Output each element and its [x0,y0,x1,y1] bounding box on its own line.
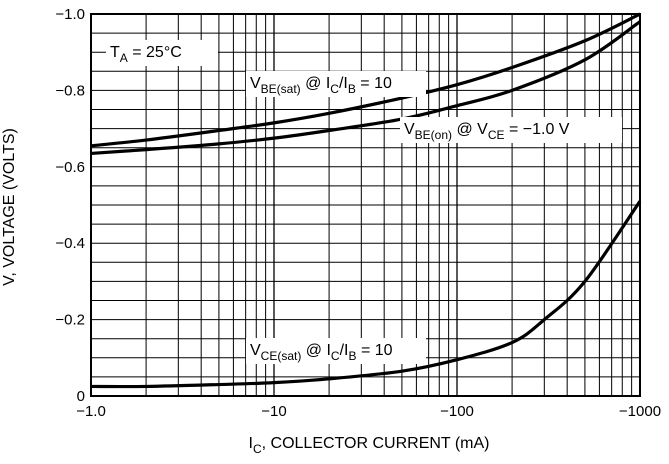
y-tick-label: −0.4 [55,235,85,252]
x-tick-label: −1.0 [76,403,106,420]
annotation-part: V [250,75,261,92]
annotation-bg [106,40,218,66]
annotation-text: TA = 25°C [110,44,182,65]
annotation-part: T [110,44,120,61]
annotation-part: /I [339,75,348,92]
y-axis-label: V, VOLTAGE (VOLTS) [1,128,18,286]
annotation-text: VBE(sat) @ IC/IB = 10 [250,75,392,96]
annotation-part: CE(sat) [261,349,302,363]
annotation-bg [400,117,622,143]
x-tick-label: −1000 [619,403,661,420]
annotation-part: BE(sat) [261,82,301,96]
annotation-part: B [348,82,356,96]
curve-vbe_sat [90,12,641,148]
curve-vce_sat [90,200,642,389]
annotation-part: V [250,342,261,359]
y-tick-label: −0.2 [55,312,85,329]
x-axis-label: IC, COLLECTOR CURRENT (mA) [249,435,490,456]
x-axis-label-rest: , COLLECTOR CURRENT (mA) [262,435,490,452]
annotation-vbe_sat: VBE(sat) @ IC/IB = 10 [246,71,426,97]
annotation-bg [246,71,426,97]
x-axis-label-main: I [249,435,253,452]
curves [90,12,642,389]
y-tick-label: −0.8 [55,82,85,99]
annotation-part: = 10 [357,342,393,359]
annotation-part: C [331,349,340,363]
annotation-part: /I [340,342,349,359]
annotation-part: = 25°C [128,44,182,61]
curve-vbe_on [90,20,641,156]
y-tick-label: −0.6 [55,159,85,176]
annotation-part: V [404,121,415,138]
annotation-part: A [120,51,128,65]
annotation-text: VBE(on) @ VCE = −1.0 V [404,121,570,142]
annotation-text: VCE(sat) @ IC/IB = 10 [250,342,393,363]
x-tick-labels: −1.0 −10 −100 −1000 [76,403,661,420]
annotation-part: @ V [452,121,488,138]
y-tick-label: 0 [77,388,85,405]
annotation-part: = 10 [356,75,392,92]
annotation-part: @ I [301,75,331,92]
annotation-ta: TA = 25°C [106,40,218,66]
annotation-part: = −1.0 V [505,121,570,138]
annotation-vce_sat: VCE(sat) @ IC/IB = 10 [246,338,426,364]
plot-frame [90,13,641,397]
x-tick-label: −10 [261,403,286,420]
annotation-part: BE(on) [415,128,452,142]
x-axis-label-sub: C [253,442,262,456]
annotation-part: @ I [301,342,331,359]
annotation-vbe_on: VBE(on) @ VCE = −1.0 V [400,117,622,143]
y-tick-label: −1.0 [55,6,85,23]
annotation-bg [246,338,426,364]
x-tick-label: −100 [440,403,474,420]
annotation-part: C [330,82,339,96]
annotation-part: B [348,349,356,363]
annotation-part: CE [488,128,505,142]
y-tick-labels: 0 −0.2 −0.4 −0.6 −0.8 −1.0 [55,6,85,405]
